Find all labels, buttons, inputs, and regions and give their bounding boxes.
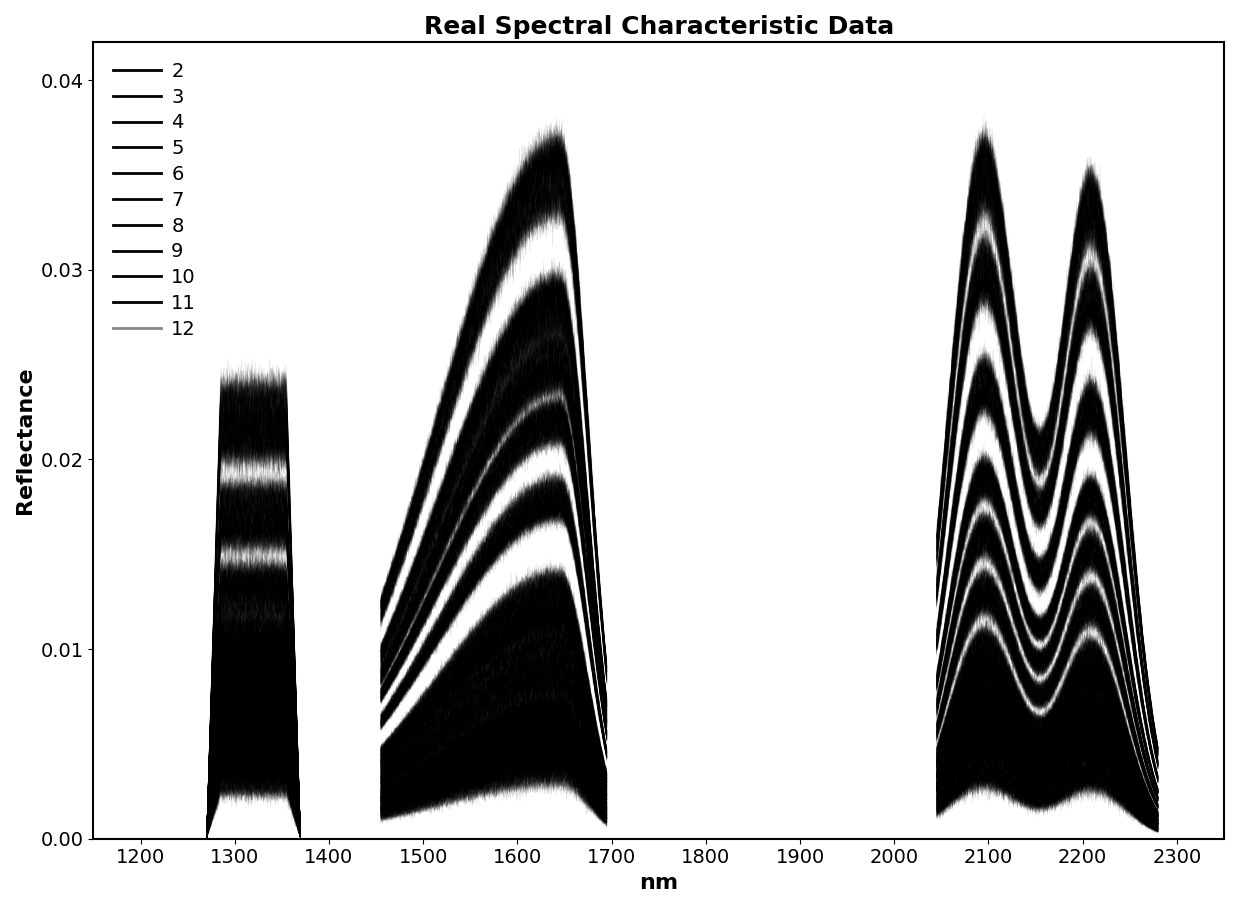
X-axis label: nm: nm <box>639 873 678 893</box>
Y-axis label: Reflectance: Reflectance <box>15 367 35 514</box>
Title: Real Spectral Characteristic Data: Real Spectral Characteristic Data <box>424 15 893 39</box>
Legend: 2, 3, 4, 5, 6, 7, 8, 9, 10, 11, 12: 2, 3, 4, 5, 6, 7, 8, 9, 10, 11, 12 <box>103 52 206 349</box>
